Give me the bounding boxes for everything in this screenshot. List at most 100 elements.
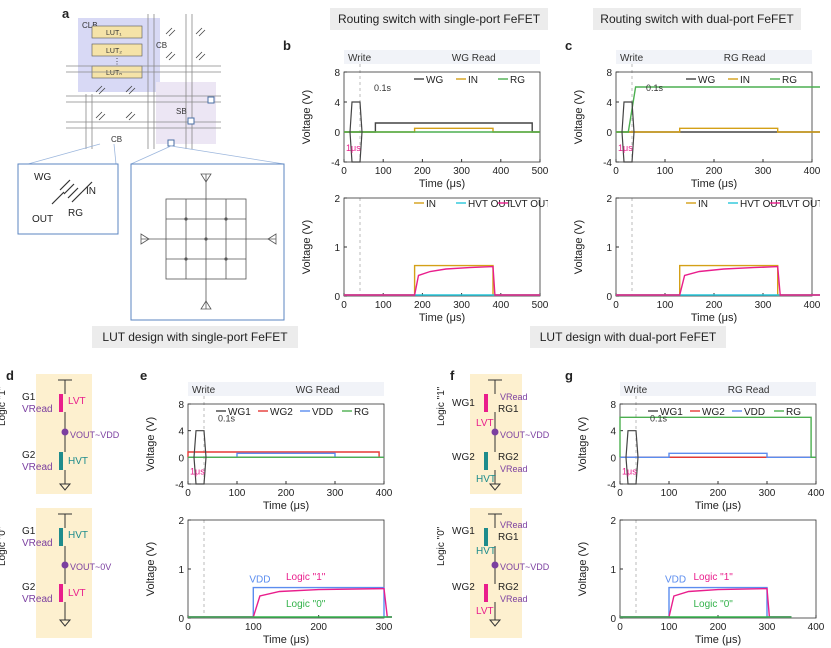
panel-letter-d: d (6, 368, 14, 383)
x-tick-label: 200 (710, 488, 727, 499)
f1-vread2: VRead (500, 464, 528, 474)
phase-read: RG Read (728, 385, 770, 396)
series-logic-1 (620, 587, 792, 618)
y-axis-label: Voltage (V) (145, 542, 157, 596)
d1-vread2: VRead (22, 462, 53, 473)
y-tick-label: -4 (607, 480, 616, 491)
y-axis-label: Voltage (V) (573, 220, 585, 274)
cb-top-label: CB (156, 41, 167, 50)
d0-vread2: VRead (22, 594, 53, 605)
fefet-in-label: IN (86, 186, 96, 197)
legend-label: LVT OUT (510, 199, 548, 210)
y-tick-label: 0 (610, 453, 616, 464)
legend-label: WG2 (702, 407, 725, 418)
legend-label: RG (354, 407, 369, 418)
y-tick-label: 1 (610, 565, 616, 576)
panel-letter-f: f (450, 368, 455, 383)
label-logic1: Logic "1" (694, 572, 734, 583)
x-tick-label: 100 (375, 300, 392, 311)
legend-label: RG (782, 75, 797, 86)
plot-frame (343, 197, 541, 297)
header-lut-dual: LUT design with dual-port FeFET (530, 326, 726, 348)
f1-lvt: LVT (476, 418, 494, 429)
d0-lvt-ferro (59, 584, 63, 602)
f-logic0-label: Logic "0" (436, 526, 447, 566)
f0-rg1: RG1 (498, 532, 519, 543)
panel-letter-g: g (565, 368, 573, 383)
d0-out-node (61, 561, 69, 569)
phase-write: Write (348, 53, 372, 64)
x-tick-label: 300 (453, 166, 470, 177)
panel-letter-e: e (140, 368, 148, 383)
series-lvt-out (344, 265, 540, 296)
y-axis-label: Voltage (V) (145, 417, 157, 471)
lut2-block (91, 43, 143, 57)
write-pulse-neg (625, 457, 639, 485)
f1-hvt: HVT (476, 474, 496, 485)
f1-wg2: WG2 (452, 452, 475, 463)
f1-vread1: VRead (500, 392, 528, 402)
legend-label: WG (698, 75, 715, 86)
x-tick-label: 100 (375, 166, 392, 177)
x-tick-label: 300 (327, 488, 344, 499)
x-tick-label: 400 (492, 300, 509, 311)
lut1-block (91, 25, 143, 39)
y-tick-label: 0 (606, 128, 612, 139)
label-logic0: Logic "0" (286, 599, 326, 610)
d1-g2: G2 (22, 450, 36, 461)
series-wg (344, 122, 540, 133)
x-tick-label: 100 (657, 300, 674, 311)
write-pulse-neg (193, 457, 207, 485)
d-logic0-label: Logic "0" (0, 526, 8, 566)
d1-lvt: LVT (68, 396, 86, 407)
switch-marker-3 (167, 139, 175, 147)
y-tick-label: 4 (178, 427, 184, 438)
phase-write: Write (192, 385, 216, 396)
y-tick-label: -4 (603, 158, 612, 169)
write-pulse-pos (349, 101, 363, 133)
write-pulse-pos (625, 430, 639, 458)
x-tick-label: 300 (453, 300, 470, 311)
label-logic0: Logic "0" (694, 599, 734, 610)
write-pulse-neg (621, 131, 635, 163)
d0-vout: VOUT~0V (70, 562, 111, 572)
d0-g2: G2 (22, 582, 36, 593)
y-tick-label: 2 (178, 516, 184, 527)
x-tick-label: 0 (185, 488, 191, 499)
label-vdd: VDD (665, 575, 686, 586)
x-tick-label: 0 (185, 622, 191, 633)
delay-annotation: 0.1s (646, 83, 664, 93)
series-vdd (620, 452, 816, 458)
legend-label: VDD (744, 407, 765, 418)
x-axis-label: Time (μs) (691, 178, 737, 190)
legend-label: IN (468, 75, 478, 86)
x-axis-label: Time (μs) (695, 634, 741, 646)
d1-hvt-ferro (59, 452, 63, 470)
d0-hvt-ferro (59, 528, 63, 546)
phase-read: RG Read (724, 53, 766, 64)
switch-marker-1 (207, 96, 215, 104)
switch-box-nodes (184, 217, 228, 261)
phase-bar (188, 382, 384, 396)
y-tick-label: 4 (334, 98, 340, 109)
fpga-fabric-diagram: CLB LUT₁ LUT₂ ⋮ LUTₙ CB CB SB WG IN OUT (17, 14, 285, 321)
x-tick-label: 0 (613, 300, 619, 311)
d0-lvt: LVT (68, 588, 86, 599)
label-vdd: VDD (249, 575, 270, 586)
x-tick-label: 200 (706, 166, 723, 177)
phase-read: WG Read (296, 385, 340, 396)
fefet-symbol (51, 179, 93, 205)
circuit-d: Logic "1" Logic "0" G1 VRead LVT VOUT~VD… (0, 374, 120, 638)
legend-label: RG (786, 407, 801, 418)
legend-label: IN (426, 199, 436, 210)
legend-label: LVT OUT (782, 199, 820, 210)
series-logic-1 (188, 587, 392, 618)
y-tick-label: 4 (610, 427, 616, 438)
x-tick-label: 200 (710, 622, 727, 633)
clb-label: CLB (82, 21, 98, 30)
fefet-wg-label: WG (34, 172, 51, 183)
f1-lvt-ferro (484, 394, 488, 412)
d1-hvt: HVT (68, 456, 88, 467)
phase-bar (616, 50, 812, 64)
